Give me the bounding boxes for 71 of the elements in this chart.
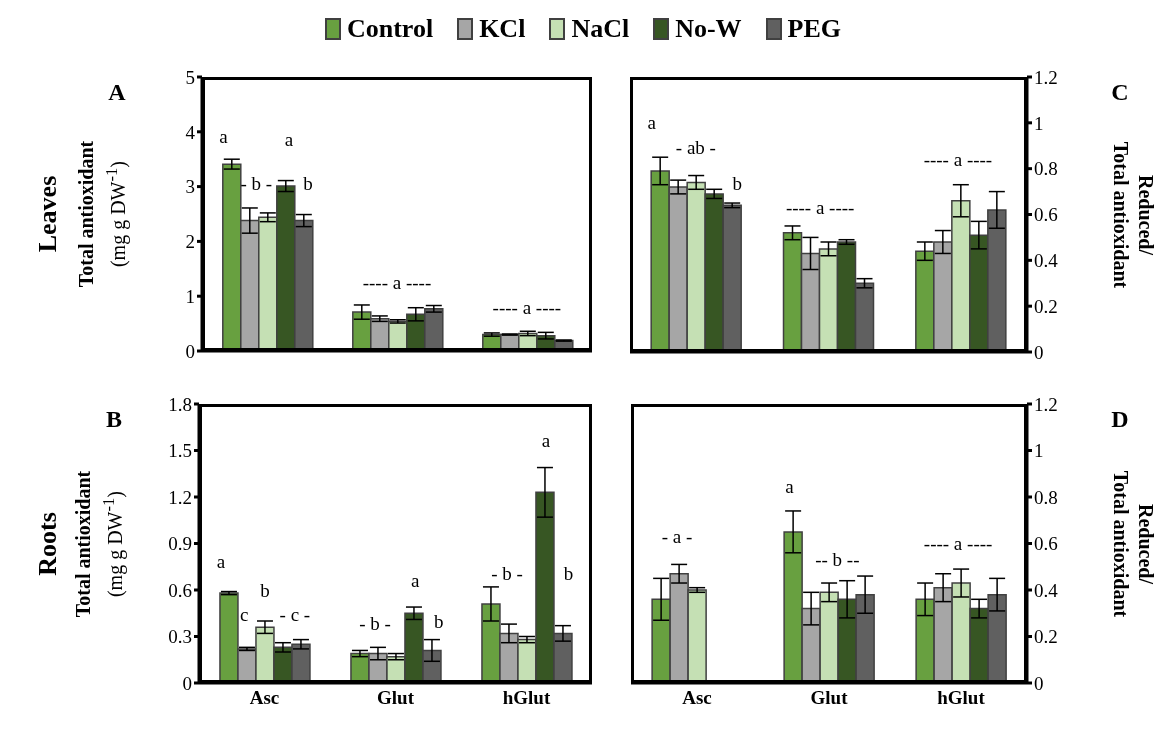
- legend-label: PEG: [787, 14, 842, 44]
- y-tick-label: 0: [1034, 341, 1044, 363]
- y-tick-label: 0: [1034, 672, 1044, 694]
- y-tick-label: 1.2: [168, 486, 192, 508]
- text: C: [1111, 78, 1129, 105]
- x-tick-label: Asc: [249, 687, 280, 709]
- annotation: ---- a ----: [923, 148, 993, 170]
- x-tick-label: hGlut: [502, 687, 551, 709]
- annotation: - ab -: [675, 136, 716, 158]
- y-tick-label: 0.2: [1034, 295, 1058, 317]
- y-tick-label: 4: [185, 121, 196, 143]
- y-tick-label: 0.6: [1034, 204, 1058, 226]
- annotation: - b -: [240, 172, 273, 194]
- annotation: b: [563, 563, 574, 585]
- annotation: b: [260, 580, 270, 602]
- y-tick-label: 0.8: [1034, 486, 1058, 508]
- annotation: - b -: [491, 563, 523, 585]
- annotation: b: [433, 611, 444, 633]
- y-tick-label: 0.3: [168, 626, 192, 648]
- y-tick-label: 1: [1034, 112, 1044, 134]
- annotation: a: [785, 475, 794, 497]
- y-tick-label: 0.4: [1034, 250, 1059, 272]
- y-axis-title: Reduced/ Total antioxidant: [1110, 470, 1157, 617]
- y-tick-label: 0.6: [1034, 533, 1058, 555]
- annotation: - c -: [279, 603, 311, 625]
- y-tick-label: 0.2: [1034, 626, 1058, 648]
- annotation: a: [219, 126, 228, 148]
- legend-label: KCl: [479, 14, 526, 44]
- y-tick-label: 1.8: [168, 393, 192, 415]
- y-tick-label: 1: [1034, 440, 1044, 462]
- y-tick-label: 0: [182, 672, 192, 694]
- x-tick-label: Asc: [682, 687, 712, 709]
- annotation: c: [239, 603, 249, 625]
- y-tick-label: 1: [185, 285, 195, 307]
- y-tick-label: 0.6: [168, 579, 192, 601]
- x-tick-label: Glut: [810, 687, 849, 709]
- legend-label: NaCl: [571, 14, 630, 44]
- x-tick-label: hGlut: [937, 687, 986, 709]
- annotation: a: [541, 430, 551, 452]
- annotation: b: [732, 173, 742, 195]
- legend-label: Control: [346, 14, 434, 44]
- text: B: [105, 405, 123, 432]
- annotation: ---- a ----: [785, 196, 855, 218]
- annotation: ---- a ----: [923, 532, 993, 554]
- text: Leaves: [33, 175, 62, 253]
- annotation: a: [410, 569, 420, 591]
- annotation: a: [647, 111, 657, 133]
- y-tick-label: 1.5: [168, 440, 192, 462]
- annotation: -- b --: [815, 549, 860, 571]
- y-tick-label: 0.4: [1034, 579, 1059, 601]
- annotation: b: [303, 172, 313, 194]
- annotation: a: [216, 551, 226, 573]
- y-tick-label: 3: [185, 176, 195, 198]
- y-tick-label: 0.8: [1034, 158, 1058, 180]
- text: Roots: [33, 511, 62, 576]
- y-tick-label: 0.9: [168, 533, 192, 555]
- annotation: a: [284, 129, 294, 151]
- annotation: - b -: [359, 613, 391, 635]
- y-axis-title: Reduced/ Total antioxidant: [1110, 141, 1157, 288]
- annotation: ---- a ----: [362, 272, 432, 294]
- x-tick-label: Glut: [377, 687, 415, 709]
- text: D: [1111, 405, 1129, 432]
- text: A: [108, 78, 126, 105]
- y-tick-label: 5: [185, 66, 195, 88]
- y-tick-label: 0: [185, 340, 195, 362]
- y-tick-label: 1.2: [1034, 393, 1058, 415]
- y-tick-label: 2: [185, 231, 195, 253]
- annotation: ---- a ----: [492, 296, 562, 318]
- y-tick-label: 1.2: [1034, 66, 1058, 88]
- annotation: - a -: [661, 525, 693, 547]
- legend-label: No-W: [675, 14, 742, 44]
